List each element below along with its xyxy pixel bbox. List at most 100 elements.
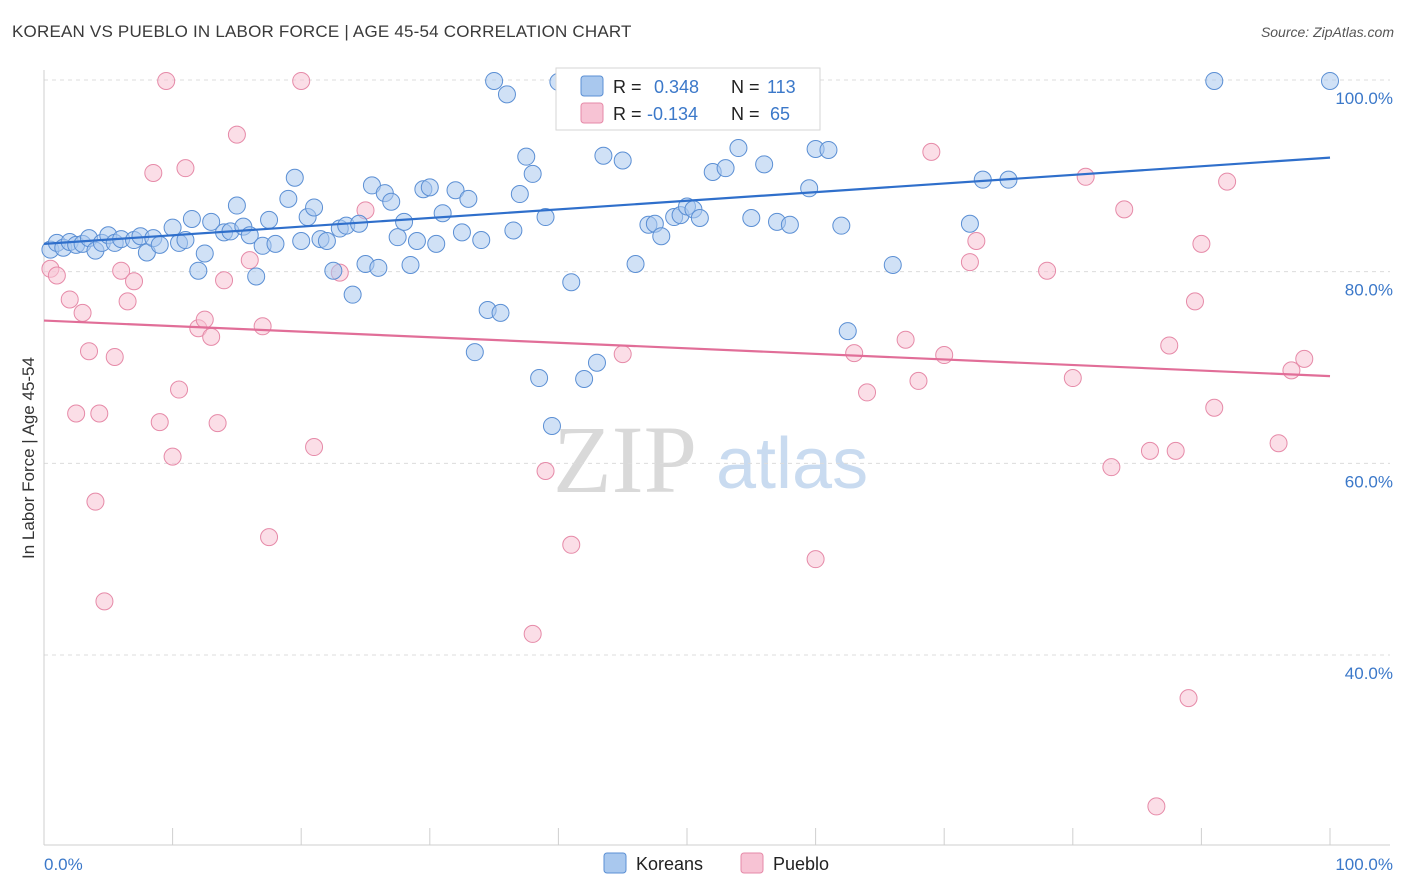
legend-r-label-1: R = <box>613 77 642 97</box>
legend-n-value-pueblo: 65 <box>770 104 790 124</box>
pueblo-point <box>1102 458 1121 477</box>
korean-point <box>613 151 632 170</box>
pueblo-point <box>1038 261 1057 280</box>
pueblo-point <box>1160 336 1179 355</box>
korean-point <box>883 255 902 274</box>
korean-point <box>626 255 645 273</box>
pueblo-point <box>858 383 877 402</box>
pueblo-point <box>80 342 99 361</box>
pueblo-point <box>170 380 189 399</box>
pueblo-point <box>909 371 928 390</box>
legend-n-label-1: N = <box>731 77 760 97</box>
pueblo-point <box>253 317 272 336</box>
pueblo-point <box>95 592 114 611</box>
korean-point <box>960 214 979 233</box>
korean-point <box>729 139 748 158</box>
korean-point <box>305 198 324 217</box>
korean-point <box>587 353 606 372</box>
korean-point <box>382 192 401 211</box>
pueblo-point <box>176 159 195 178</box>
pueblo-point <box>150 413 169 432</box>
korean-point <box>407 232 426 250</box>
korean-point <box>395 212 414 231</box>
trend-lines <box>43 156 1331 378</box>
korean-point <box>491 303 510 322</box>
pueblo-point <box>523 624 542 643</box>
korean-point <box>562 273 581 292</box>
pueblo-point <box>1205 398 1224 417</box>
y-tick-label-80: 80.0% <box>1345 281 1393 300</box>
pueblo-point <box>292 71 311 90</box>
pueblo-point <box>562 535 581 554</box>
pueblo-point <box>960 253 979 272</box>
korean-point <box>202 212 221 231</box>
korean-point <box>420 178 439 197</box>
korean-point <box>189 261 208 280</box>
korean-point <box>285 168 304 187</box>
y-axis-title: In Labor Force | Age 45-54 <box>19 357 38 559</box>
korean-point <box>452 223 471 242</box>
y-tick-label-40: 40.0% <box>1345 664 1393 683</box>
y-tick-labels: 40.0% 60.0% 80.0% 100.0% <box>1335 89 1393 683</box>
pueblo-point <box>90 404 109 423</box>
korean-point <box>1321 71 1339 90</box>
y-tick-label-60: 60.0% <box>1345 472 1393 491</box>
korean-point <box>446 181 465 200</box>
korean-point <box>401 255 420 274</box>
pueblo-point <box>1295 349 1314 368</box>
pueblo-point <box>1076 167 1095 186</box>
korean-point <box>427 234 446 253</box>
legend-swatch-pueblo <box>580 102 604 124</box>
korean-point <box>472 231 491 250</box>
pueblo-point <box>195 310 214 329</box>
pueblo-point <box>1192 234 1211 253</box>
korean-point <box>755 155 774 174</box>
korean-point <box>485 71 504 90</box>
source-label: Source: ZipAtlas.com <box>1260 24 1394 40</box>
watermark-zip: ZIP <box>553 406 697 513</box>
legend-koreans-swatch <box>603 852 627 874</box>
korean-point <box>819 140 838 159</box>
korean-point <box>652 227 671 246</box>
korean-point <box>716 159 735 178</box>
legend-pueblo-label: Pueblo <box>773 854 829 874</box>
pueblo-point <box>1140 441 1159 460</box>
pueblo-point <box>1115 200 1134 219</box>
legend-koreans-label: Koreans <box>636 854 703 874</box>
korean-point <box>523 164 542 183</box>
legend-n-value-koreans: 113 <box>767 77 796 97</box>
korean-point <box>182 209 201 228</box>
korean-point <box>780 215 799 234</box>
korean-points <box>41 71 1339 435</box>
korean-trend-line <box>43 156 1331 245</box>
pueblo-point <box>536 462 555 480</box>
korean-point <box>324 261 343 280</box>
korean-point <box>369 258 388 277</box>
korean-point <box>163 218 182 237</box>
korean-point <box>504 221 523 240</box>
legend-r-label-2: R = <box>613 104 642 124</box>
pueblo-point <box>202 327 221 346</box>
pueblo-point <box>47 266 66 285</box>
korean-point <box>465 343 484 362</box>
legend-r-value-pueblo: -0.134 <box>647 104 698 124</box>
korean-point <box>838 322 857 341</box>
pueblo-point <box>227 125 246 144</box>
pueblo-point <box>260 528 279 547</box>
pueblo-point <box>1185 292 1204 311</box>
pueblo-point <box>73 303 92 322</box>
korean-point <box>388 228 407 247</box>
x-ticks <box>43 828 1331 845</box>
korean-point <box>176 231 195 250</box>
korean-point <box>517 147 536 166</box>
korean-point <box>1205 71 1224 90</box>
series-legend: Koreans Pueblo <box>603 852 829 874</box>
korean-point <box>459 189 478 208</box>
korean-point <box>742 209 761 227</box>
watermark: ZIP atlas <box>553 406 868 513</box>
legend-swatch-koreans <box>580 75 604 97</box>
pueblo-trend-line <box>43 319 1331 378</box>
korean-point <box>594 146 613 165</box>
pueblo-point <box>208 414 227 433</box>
